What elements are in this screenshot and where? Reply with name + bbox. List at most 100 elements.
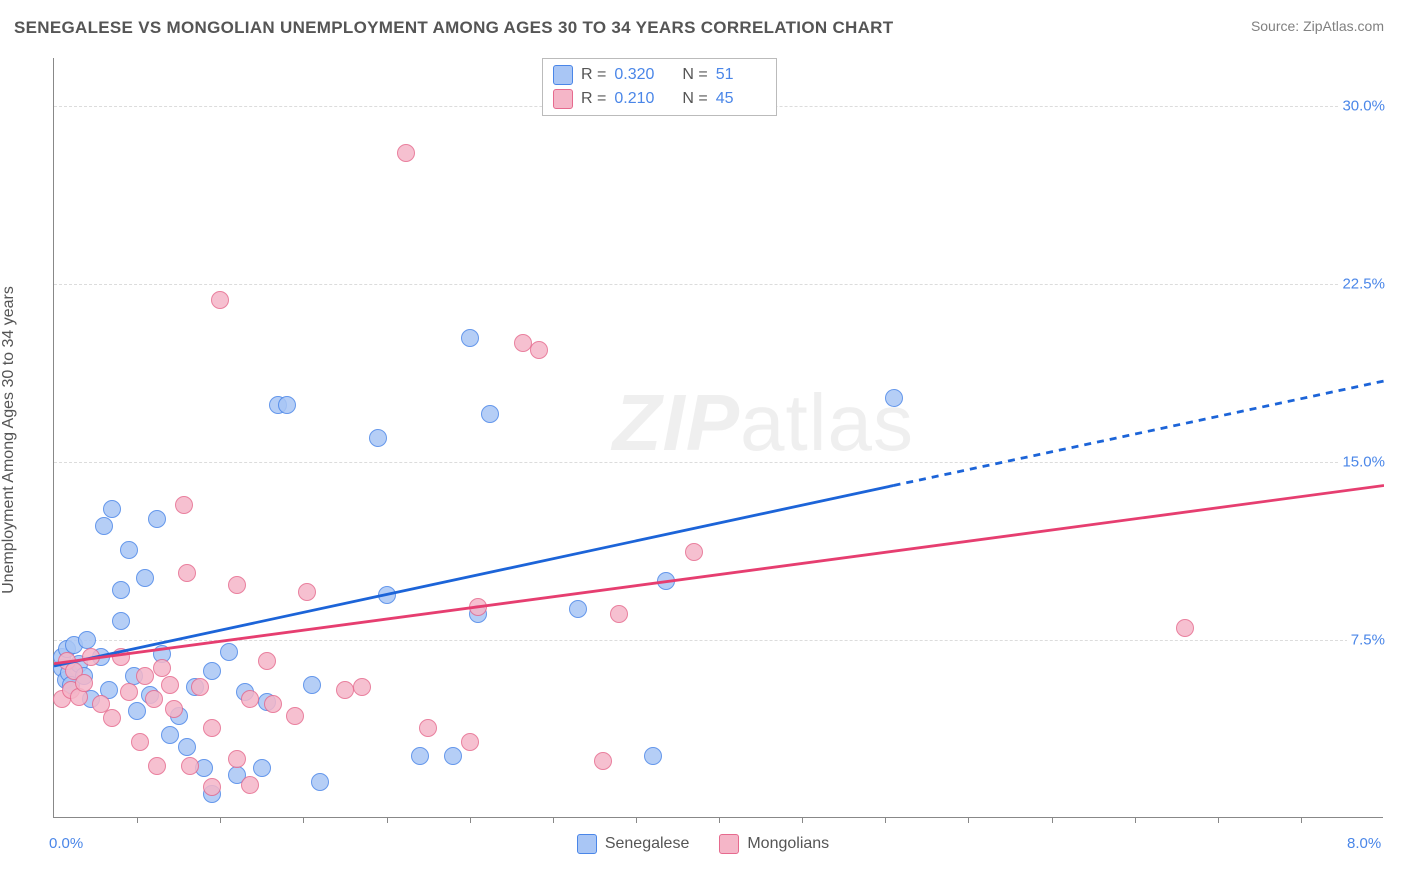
- data-point: [685, 543, 703, 561]
- y-tick-label: 22.5%: [1338, 275, 1385, 292]
- x-tick: [137, 817, 138, 823]
- y-tick-label: 7.5%: [1347, 631, 1385, 648]
- data-point: [95, 517, 113, 535]
- legend-swatch: [553, 89, 573, 109]
- legend-r-label: R =: [581, 66, 606, 84]
- data-point: [1176, 619, 1194, 637]
- legend-r-value: 0.320: [614, 66, 664, 84]
- data-point: [303, 676, 321, 694]
- x-tick: [1218, 817, 1219, 823]
- data-point: [82, 648, 100, 666]
- legend-swatch: [553, 65, 573, 85]
- plot-area: ZIPatlas 7.5% 15.0% 22.5% 30.0%: [53, 58, 1383, 818]
- series-legend: Senegalese Mongolians: [0, 834, 1406, 854]
- data-point: [211, 291, 229, 309]
- x-tick: [1052, 817, 1053, 823]
- data-point: [336, 681, 354, 699]
- data-point: [191, 678, 209, 696]
- series-legend-item: Mongolians: [719, 834, 829, 854]
- data-point: [264, 695, 282, 713]
- x-tick: [220, 817, 221, 823]
- data-point: [103, 709, 121, 727]
- trend-line: [894, 381, 1384, 486]
- data-point: [369, 429, 387, 447]
- x-tick: [303, 817, 304, 823]
- data-point: [120, 541, 138, 559]
- data-point: [112, 648, 130, 666]
- data-point: [311, 773, 329, 791]
- legend-swatch: [577, 834, 597, 854]
- x-tick: [470, 817, 471, 823]
- x-tick: [719, 817, 720, 823]
- data-point: [461, 733, 479, 751]
- data-point: [610, 605, 628, 623]
- data-point: [103, 500, 121, 518]
- data-point: [203, 719, 221, 737]
- legend-r-label: R =: [581, 90, 606, 108]
- source-label: Source: ZipAtlas.com: [1251, 18, 1384, 34]
- legend-r-value: 0.210: [614, 90, 664, 108]
- series-legend-label: Mongolians: [747, 835, 829, 853]
- chart-title: SENEGALESE VS MONGOLIAN UNEMPLOYMENT AMO…: [14, 18, 893, 38]
- data-point: [175, 496, 193, 514]
- data-point: [161, 726, 179, 744]
- data-point: [258, 652, 276, 670]
- legend-n-label: N =: [682, 66, 707, 84]
- data-point: [161, 676, 179, 694]
- data-point: [145, 690, 163, 708]
- data-point: [514, 334, 532, 352]
- data-point: [278, 396, 296, 414]
- series-legend-label: Senegalese: [605, 835, 690, 853]
- data-point: [178, 564, 196, 582]
- data-point: [220, 643, 238, 661]
- series-legend-item: Senegalese: [577, 834, 690, 854]
- data-point: [657, 572, 675, 590]
- data-point: [228, 750, 246, 768]
- data-point: [419, 719, 437, 737]
- data-point: [178, 738, 196, 756]
- legend-n-label: N =: [682, 90, 707, 108]
- data-point: [469, 598, 487, 616]
- data-point: [148, 510, 166, 528]
- data-point: [286, 707, 304, 725]
- data-point: [461, 329, 479, 347]
- data-point: [253, 759, 271, 777]
- data-point: [203, 778, 221, 796]
- legend-row: R = 0.210 N = 45: [553, 87, 766, 111]
- data-point: [112, 581, 130, 599]
- data-point: [128, 702, 146, 720]
- data-point: [353, 678, 371, 696]
- x-tick: [636, 817, 637, 823]
- legend-n-value: 45: [716, 90, 766, 108]
- data-point: [153, 659, 171, 677]
- x-tick: [387, 817, 388, 823]
- y-axis-label-container: Unemployment Among Ages 30 to 34 years: [0, 132, 18, 440]
- legend-swatch: [719, 834, 739, 854]
- data-point: [228, 576, 246, 594]
- y-tick-label: 30.0%: [1338, 97, 1385, 114]
- data-point: [644, 747, 662, 765]
- watermark: ZIPatlas: [613, 377, 914, 469]
- data-point: [136, 667, 154, 685]
- correlation-legend: R =0.320N =51R =0.210N =45: [542, 58, 777, 116]
- data-point: [241, 690, 259, 708]
- data-point: [378, 586, 396, 604]
- data-point: [530, 341, 548, 359]
- data-point: [594, 752, 612, 770]
- x-tick: [968, 817, 969, 823]
- data-point: [120, 683, 138, 701]
- watermark-bold: ZIP: [613, 378, 740, 467]
- x-tick: [553, 817, 554, 823]
- data-point: [397, 144, 415, 162]
- data-point: [165, 700, 183, 718]
- data-point: [298, 583, 316, 601]
- data-point: [75, 674, 93, 692]
- x-tick: [1135, 817, 1136, 823]
- data-point: [444, 747, 462, 765]
- y-tick-label: 15.0%: [1338, 453, 1385, 470]
- data-point: [78, 631, 96, 649]
- data-point: [481, 405, 499, 423]
- data-point: [203, 662, 221, 680]
- data-point: [131, 733, 149, 751]
- x-tick: [885, 817, 886, 823]
